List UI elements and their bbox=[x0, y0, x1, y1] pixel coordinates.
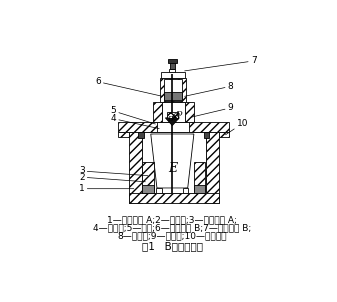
Bar bbox=[218, 133, 229, 137]
Polygon shape bbox=[151, 134, 194, 188]
Text: 8: 8 bbox=[185, 82, 234, 96]
Text: D: D bbox=[175, 110, 182, 118]
Bar bbox=[170, 62, 175, 69]
Bar bbox=[185, 102, 194, 122]
Bar bbox=[129, 133, 142, 203]
Bar bbox=[129, 193, 218, 203]
Bar bbox=[164, 92, 182, 100]
Text: B: B bbox=[167, 115, 173, 124]
Bar bbox=[161, 72, 185, 78]
Polygon shape bbox=[153, 135, 191, 187]
Bar bbox=[118, 122, 229, 133]
Text: 4: 4 bbox=[111, 114, 159, 129]
Bar bbox=[142, 133, 206, 193]
Text: 1: 1 bbox=[79, 184, 134, 193]
Bar bbox=[142, 185, 154, 193]
Bar bbox=[169, 69, 175, 72]
Text: 3: 3 bbox=[79, 166, 148, 175]
Bar bbox=[153, 102, 162, 122]
Bar bbox=[194, 162, 206, 191]
Bar bbox=[168, 59, 177, 63]
Text: E: E bbox=[168, 162, 177, 175]
Bar bbox=[162, 102, 185, 122]
Text: 2: 2 bbox=[79, 173, 145, 182]
Bar bbox=[183, 188, 188, 193]
Bar bbox=[157, 122, 189, 133]
Bar bbox=[167, 112, 178, 118]
Bar bbox=[204, 133, 209, 138]
Text: 1—电磁线圈 A;2—大活塞;3—复位弹簧 A;: 1—电磁线圈 A;2—大活塞;3—复位弹簧 A; bbox=[108, 215, 237, 224]
Bar bbox=[206, 133, 218, 203]
Text: 图1   B阀结构示意: 图1 B阀结构示意 bbox=[142, 241, 203, 251]
Bar bbox=[156, 188, 161, 193]
Bar bbox=[194, 185, 206, 193]
Bar bbox=[164, 79, 182, 101]
Polygon shape bbox=[165, 118, 179, 126]
Text: 9: 9 bbox=[191, 103, 234, 117]
Text: 8—动铁芯;9—小阀盖;10—橡胶垫圈: 8—动铁芯;9—小阀盖;10—橡胶垫圈 bbox=[118, 232, 227, 241]
Text: 4—小活塞;5—阀杆;6—电磁线圈 B;7—复位弹簧 B;: 4—小活塞;5—阀杆;6—电磁线圈 B;7—复位弹簧 B; bbox=[93, 223, 251, 232]
Bar bbox=[118, 133, 129, 137]
Text: G: G bbox=[172, 113, 180, 122]
Text: 6: 6 bbox=[95, 77, 162, 96]
Text: 5: 5 bbox=[111, 106, 155, 124]
Text: 10: 10 bbox=[225, 119, 248, 135]
Bar bbox=[142, 162, 154, 191]
Text: 7: 7 bbox=[185, 56, 256, 71]
Bar bbox=[139, 133, 144, 138]
Bar bbox=[160, 78, 186, 102]
